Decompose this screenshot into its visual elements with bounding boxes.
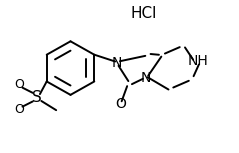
Text: O: O [15, 78, 25, 91]
Text: N: N [141, 71, 151, 85]
Text: HCl: HCl [130, 6, 157, 21]
Text: O: O [115, 97, 126, 111]
Text: NH: NH [188, 54, 209, 68]
Text: N: N [112, 56, 122, 70]
Text: S: S [32, 90, 42, 105]
Text: O: O [15, 103, 25, 116]
